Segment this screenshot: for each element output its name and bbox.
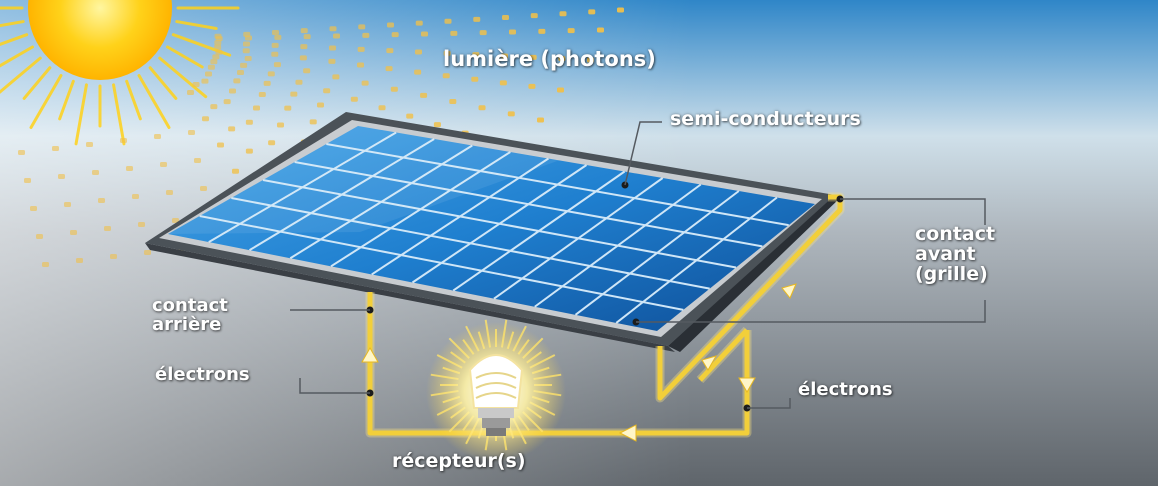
front-contact-grid — [199, 131, 789, 324]
solar-panel — [145, 112, 840, 352]
light-bulb-icon — [426, 319, 566, 462]
receiver-label: récepteur(s) — [392, 450, 526, 472]
electrons-left-label: électrons — [155, 364, 250, 385]
leader-lines — [290, 121, 986, 409]
sun-icon — [0, 0, 240, 146]
electrons-right-label: électrons — [798, 379, 893, 400]
light-label: lumière (photons) — [443, 47, 656, 71]
current-arrow-icon — [361, 283, 797, 442]
back-contact-label: contact arrière — [152, 295, 228, 335]
front-contact-label: contact avant (grille) — [915, 223, 996, 285]
semiconductors-label: semi-conducteurs — [670, 108, 861, 130]
